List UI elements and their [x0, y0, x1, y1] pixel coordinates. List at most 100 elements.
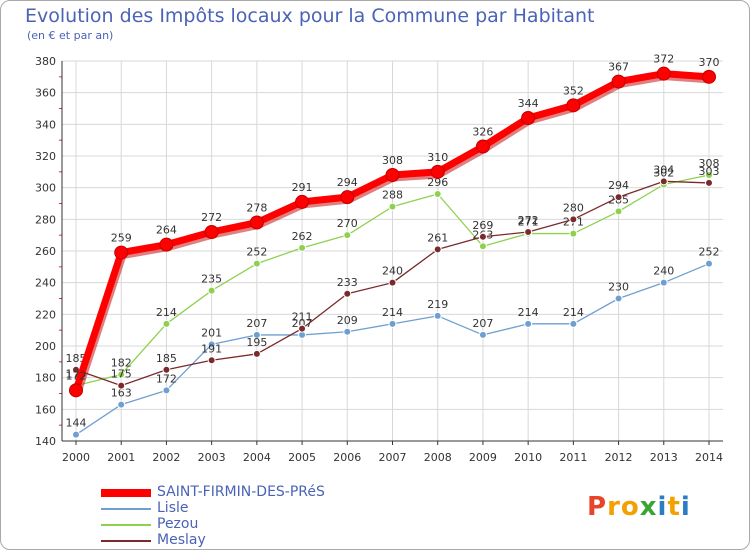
x-tick-label: 2006 — [333, 451, 361, 464]
data-point-meslay — [659, 177, 668, 186]
y-tick-label: 300 — [35, 182, 56, 195]
chart-title: Evolution des Impôts locaux pour la Comm… — [25, 5, 595, 27]
legend-label: Pezou — [157, 516, 199, 532]
x-tick-label: 2000 — [62, 451, 90, 464]
x-tick-label: 2004 — [243, 451, 271, 464]
y-tick-label: 240 — [35, 277, 56, 290]
data-point-lisle — [388, 319, 397, 328]
data-point-meslay — [388, 278, 397, 287]
y-tick-label: 200 — [35, 340, 56, 353]
y-tick-label: 220 — [35, 308, 56, 321]
data-point-pezou — [478, 242, 487, 251]
data-point-saint-firmin-des-pr-s — [340, 190, 355, 205]
y-tick-label: 380 — [35, 55, 56, 68]
data-point-lisle — [478, 330, 487, 339]
data-label-meslay: 304 — [653, 163, 674, 176]
legend-swatch — [101, 524, 151, 526]
data-label-saint-firmin-des-pr-s: 291 — [292, 181, 313, 194]
data-point-meslay — [614, 193, 623, 202]
x-tick-label: 2012 — [605, 451, 633, 464]
data-point-pezou — [162, 319, 171, 328]
data-point-saint-firmin-des-pr-s — [159, 237, 174, 252]
data-label-pezou: 271 — [518, 216, 539, 229]
chart-subtitle: (en € et par an) — [27, 29, 114, 42]
x-tick-label: 2013 — [650, 451, 678, 464]
data-point-saint-firmin-des-pr-s — [702, 69, 716, 84]
data-point-meslay — [252, 349, 261, 358]
data-point-saint-firmin-des-pr-s — [295, 194, 310, 209]
data-point-meslay — [433, 245, 442, 254]
data-label-pezou: 302 — [653, 167, 674, 180]
legend-item: Meslay — [101, 532, 401, 549]
legend-item: SAINT-FIRMIN-DES-PRéS — [101, 484, 401, 501]
legend-label: SAINT-FIRMIN-DES-PRéS — [157, 484, 325, 500]
data-label-pezou: 235 — [201, 273, 222, 286]
x-tick-label: 2011 — [559, 451, 587, 464]
y-tick-label: 180 — [35, 372, 56, 385]
data-point-saint-firmin-des-pr-s — [475, 139, 490, 154]
data-label-meslay: 185 — [156, 352, 177, 365]
data-point-saint-firmin-des-pr-s — [656, 66, 671, 81]
data-point-pezou — [569, 229, 578, 238]
data-label-pezou: 308 — [699, 157, 720, 170]
logo-letter: r — [607, 492, 621, 522]
x-tick-label: 2010 — [514, 451, 542, 464]
data-point-saint-firmin-des-pr-s — [204, 225, 219, 239]
data-point-lisle — [705, 259, 713, 268]
data-label-pezou: 270 — [337, 217, 358, 230]
legend-swatch — [101, 540, 151, 542]
x-tick-label: 2008 — [424, 451, 452, 464]
x-tick-label: 2005 — [288, 451, 316, 464]
data-label-lisle: 172 — [156, 372, 177, 385]
data-label-saint-firmin-des-pr-s: 264 — [156, 224, 177, 237]
data-label-saint-firmin-des-pr-s: 259 — [111, 232, 132, 245]
logo-letter: o — [620, 492, 640, 522]
data-label-saint-firmin-des-pr-s: 272 — [201, 211, 222, 224]
data-label-pezou: 214 — [156, 306, 177, 319]
data-label-lisle: 240 — [653, 265, 674, 278]
y-tick-label: 320 — [35, 150, 56, 163]
data-point-saint-firmin-des-pr-s — [521, 111, 536, 125]
x-tick-label: 2007 — [379, 451, 407, 464]
data-label-meslay: 185 — [66, 352, 87, 365]
data-label-saint-firmin-des-pr-s: 308 — [382, 154, 403, 167]
data-label-pezou: 288 — [382, 189, 403, 202]
data-point-meslay — [524, 228, 533, 236]
data-point-lisle — [117, 400, 126, 409]
y-tick-label: 260 — [35, 245, 56, 258]
data-label-meslay: 303 — [699, 165, 720, 178]
legend-item: Pezou — [101, 516, 401, 533]
data-label-meslay: 240 — [382, 265, 403, 278]
data-label-pezou: 252 — [246, 246, 267, 259]
legend: SAINT-FIRMIN-DES-PRéS Lisle Pezou Meslay — [101, 484, 401, 549]
logo-letter: i — [657, 492, 668, 522]
data-point-saint-firmin-des-pr-s — [249, 215, 264, 230]
data-label-lisle: 209 — [337, 314, 358, 327]
data-point-saint-firmin-des-pr-s — [385, 168, 400, 182]
data-point-pezou — [614, 207, 623, 216]
data-point-meslay — [478, 232, 487, 241]
data-label-meslay: 211 — [292, 311, 313, 324]
data-label-lisle: 207 — [472, 317, 493, 330]
data-point-lisle — [252, 330, 261, 339]
y-tick-label: 160 — [35, 403, 56, 416]
data-label-meslay: 261 — [427, 231, 448, 244]
x-tick-label: 2002 — [152, 451, 180, 464]
data-label-lisle: 230 — [608, 281, 629, 294]
data-label-pezou: 262 — [292, 230, 313, 243]
data-point-lisle — [614, 294, 623, 303]
data-label-meslay: 280 — [563, 201, 584, 214]
data-point-saint-firmin-des-pr-s — [69, 383, 83, 398]
data-point-saint-firmin-des-pr-s — [114, 245, 129, 260]
legend-swatch — [101, 508, 151, 510]
data-point-meslay — [343, 289, 352, 298]
data-point-pezou — [207, 286, 216, 295]
y-tick-label: 280 — [35, 213, 56, 226]
legend-item: Lisle — [101, 500, 401, 517]
data-point-pezou — [705, 171, 713, 179]
data-label-meslay: 195 — [246, 336, 267, 349]
data-label-saint-firmin-des-pr-s: 352 — [563, 84, 584, 97]
x-tick-label: 2003 — [198, 451, 226, 464]
logo-letter: x — [639, 492, 658, 522]
